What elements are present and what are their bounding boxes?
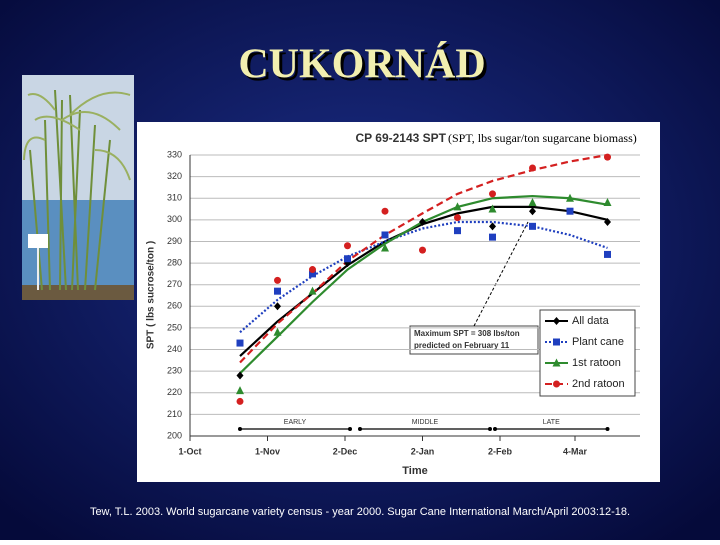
annotation-line: predicted on February 11	[414, 341, 510, 350]
point	[489, 233, 496, 241]
period-end	[605, 427, 610, 431]
y-tick-label: 250	[167, 322, 182, 332]
period-label: MIDDLE	[412, 419, 439, 426]
chart-area	[137, 122, 660, 482]
point	[236, 371, 244, 380]
point	[344, 255, 351, 263]
point	[566, 193, 574, 202]
point	[236, 339, 244, 347]
legend-marker	[553, 380, 560, 388]
photo	[22, 75, 134, 300]
point	[273, 327, 282, 336]
point	[529, 222, 536, 230]
point	[489, 190, 496, 198]
point	[604, 153, 611, 161]
point	[454, 214, 461, 222]
trend-line	[239, 153, 608, 364]
point	[529, 207, 536, 216]
period-end	[493, 427, 497, 431]
point	[488, 204, 497, 213]
legend-label: 2nd ratoon	[572, 378, 625, 390]
y-tick-label: 290	[167, 236, 182, 246]
y-tick-label: 270	[167, 279, 182, 289]
legend-marker	[552, 358, 561, 367]
period-end	[358, 427, 362, 431]
y-tick-label: 230	[167, 366, 182, 376]
point	[344, 242, 351, 250]
y-axis-label: SPT ( lbs sucrose/ton )	[146, 241, 157, 349]
title-shadow: CUKORNÁD	[241, 44, 488, 91]
annotation-line: Maximum SPT = 308 lbs/ton	[414, 329, 520, 338]
legend-marker	[553, 338, 560, 346]
y-tick-label: 310	[167, 193, 182, 203]
x-tick-label: 2-Jan	[411, 446, 435, 456]
point	[381, 207, 389, 215]
y-tick-label: 280	[167, 257, 182, 267]
x-tick-label: 2-Feb	[488, 446, 513, 456]
trend-line	[239, 220, 608, 334]
point	[419, 218, 426, 227]
point	[419, 246, 426, 254]
chart-title: CP 69-2143 SPT	[356, 131, 447, 145]
point	[309, 270, 316, 278]
period-end	[238, 427, 242, 431]
legend-label: 1st ratoon	[572, 357, 621, 369]
legend-label: All data	[572, 315, 610, 327]
point	[308, 286, 317, 295]
point	[529, 164, 536, 172]
y-tick-label: 300	[167, 214, 182, 224]
point	[236, 386, 244, 395]
period-label: EARLY	[284, 419, 307, 426]
point	[236, 397, 244, 405]
period-end	[488, 427, 492, 431]
point	[309, 266, 316, 274]
point	[604, 250, 611, 258]
x-tick-label: 1-Nov	[255, 446, 280, 456]
legend: All data Plant cane 1st ratoon 2nd ratoon	[539, 309, 636, 397]
point	[454, 227, 461, 235]
y-tick-label: 220	[167, 387, 182, 397]
point	[603, 198, 612, 207]
point	[566, 207, 574, 215]
point	[274, 302, 281, 311]
x-axis-label: Time	[402, 465, 427, 477]
chart-subtitle: (SPT, lbs sugar/ton sugarcane biomass)	[448, 131, 637, 145]
y-tick-label: 200	[167, 430, 182, 440]
y-tick-label: 260	[167, 301, 182, 311]
point	[381, 231, 389, 239]
legend-marker	[553, 317, 560, 325]
point	[274, 287, 281, 295]
x-tick-label: 4-Mar	[563, 446, 588, 456]
y-tick-label: 320	[167, 171, 182, 181]
y-tick-label: 210	[167, 409, 182, 419]
point	[381, 243, 389, 252]
slide-title: CUKORNÁD	[238, 41, 485, 88]
point	[528, 198, 537, 207]
legend-label: Plant cane	[572, 336, 624, 348]
period-label: LATE	[543, 419, 560, 426]
point	[274, 276, 281, 284]
y-tick-label: 240	[167, 344, 182, 354]
point	[489, 222, 496, 231]
y-tick-label: 330	[167, 149, 182, 159]
point	[453, 202, 462, 211]
x-tick-label: 2-Dec	[333, 446, 358, 456]
citation: Tew, T.L. 2003. World sugarcane variety …	[90, 506, 630, 518]
x-tick-label: 1-Oct	[178, 446, 201, 456]
period-end	[348, 427, 352, 431]
point	[604, 218, 611, 227]
